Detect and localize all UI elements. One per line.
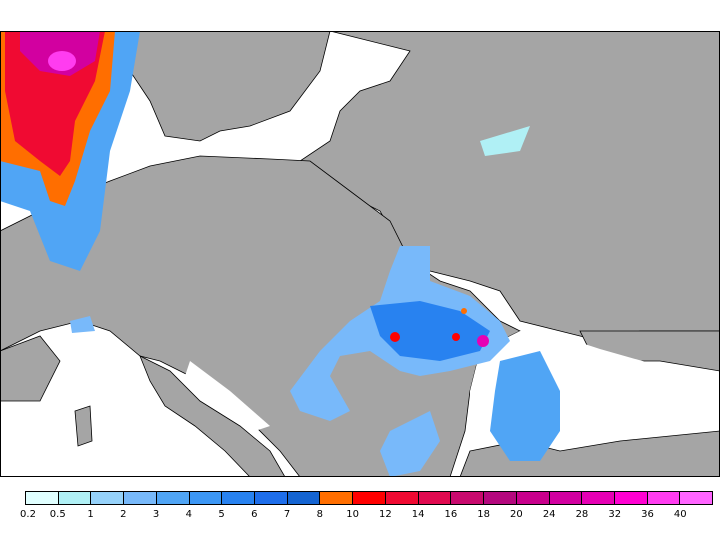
precip-north-sea-max [48,51,76,71]
precip-cell-4 [461,308,467,314]
precip-cell-2 [452,333,460,341]
legend-label: 24 [542,509,556,520]
legend-swatch [319,492,353,504]
legend-label: 12 [379,509,392,520]
corsica-land [74,405,93,447]
legend-label: 20 [510,509,523,520]
legend-swatch [384,492,418,504]
legend-swatch [515,492,549,504]
scandinavia-land [119,31,331,142]
legend-label: 14 [411,509,425,520]
precip-balkans-mid [370,301,490,361]
legend-label: 16 [444,509,458,520]
legend-label: 4 [185,509,192,520]
legend-label: 10 [346,509,359,520]
legend-label: 8 [316,509,324,520]
legend-swatch [613,492,647,504]
legend-swatch [286,492,320,504]
legend-swatch [155,492,189,504]
precip-alps [70,316,95,333]
legend-swatch [254,492,287,504]
legend-label: 18 [477,509,491,520]
legend-swatch [221,492,255,504]
adriatic-sea [185,361,270,431]
precip-baltic-light [480,126,530,156]
legend-label: 1 [87,509,94,520]
legend-label: 32 [608,509,622,520]
legend-swatch [548,492,582,504]
precip-aegean [380,411,440,477]
legend-labels: 0.2 0.5 1 2 3 4 5 6 7 8 10 12 14 16 18 20 24 28 32 36 40 [0,509,720,523]
legend-label: 7 [283,509,291,520]
legend-swatch [417,492,451,504]
iberia-land [0,335,61,402]
legend-label: 5 [218,509,225,520]
legend-label: 0.2 [20,509,36,520]
italy-land [139,355,286,477]
precip-cell-1 [390,332,400,342]
legend-label: 0.5 [49,509,66,520]
legend-swatch [57,492,91,504]
legend-label: 28 [575,509,589,520]
legend-label: 36 [641,509,654,520]
legend-label: 2 [120,509,127,520]
legend-swatch [188,492,222,504]
precipitation [0,31,560,477]
legend-label: 40 [673,509,687,520]
legend-swatch [450,492,484,504]
precip-cell-3 [477,335,489,347]
legend-swatch [90,492,124,504]
legend-label: 6 [251,509,258,520]
legend-label: 3 [152,509,160,520]
legend-swatch [483,492,516,504]
legend-swatch [646,492,680,504]
precipitation-map [0,31,720,477]
legend-swatch [581,492,614,504]
color-scale-legend [25,491,713,505]
precip-black-sea [490,351,560,461]
legend-swatch [679,492,713,504]
legend-swatch [26,492,58,504]
legend-swatch [123,492,156,504]
legend-swatch [352,492,385,504]
